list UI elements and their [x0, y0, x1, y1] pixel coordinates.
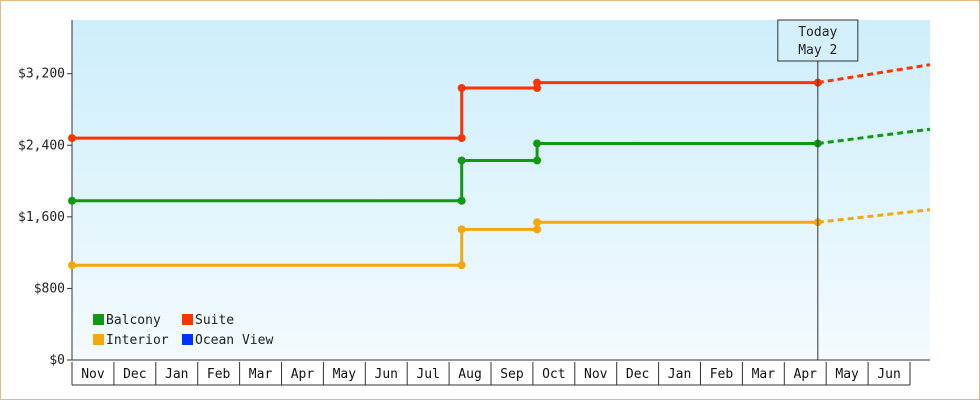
y-tick-label: $800: [34, 281, 65, 296]
data-point: [68, 261, 76, 270]
legend-swatch-balcony: [93, 314, 104, 325]
data-point: [457, 156, 466, 165]
plot-area: [72, 20, 930, 360]
series-forecast-interior: [817, 208, 931, 224]
x-tick-label: Dec: [626, 367, 649, 382]
data-point: [533, 78, 542, 87]
x-tick-label: Mar: [752, 367, 776, 382]
legend-swatch-ocean-view: [182, 334, 193, 345]
series-line-suite: [72, 81, 818, 140]
x-tick-label: May: [835, 367, 859, 382]
data-point: [533, 156, 542, 165]
x-tick-label: Feb: [207, 367, 231, 382]
legend-label: Suite: [195, 313, 234, 328]
data-point: [457, 196, 466, 205]
today-label: Today: [798, 25, 837, 40]
x-tick-label: Jan: [165, 367, 188, 382]
x-tick-label: Jun: [877, 367, 900, 382]
x-tick-label: Sep: [500, 367, 524, 382]
data-point: [68, 196, 76, 205]
data-point: [68, 134, 76, 143]
x-tick-label: Jun: [375, 367, 398, 382]
data-point: [457, 225, 466, 234]
y-tick-label: $0: [49, 353, 65, 368]
y-tick-label: $1,600: [18, 210, 65, 225]
x-tick-label: Feb: [710, 367, 734, 382]
series-line-interior: [72, 220, 818, 267]
today-date: May 2: [798, 43, 837, 58]
legend-label: Ocean View: [195, 333, 273, 348]
today-box: [777, 19, 859, 62]
y-tick-label: $2,400: [18, 138, 65, 153]
x-tick-label: Nov: [584, 367, 608, 382]
legend-swatch-suite: [182, 314, 193, 325]
x-tick-label: May: [333, 367, 357, 382]
x-tick-label: Apr: [794, 367, 818, 382]
x-tick-label: Mar: [249, 367, 273, 382]
x-tick-label: Jul: [416, 367, 439, 382]
data-point: [457, 261, 466, 270]
legend-label: Interior: [106, 333, 169, 348]
series-line-balcony: [72, 142, 818, 203]
data-point: [457, 84, 466, 92]
series-forecast-balcony: [817, 127, 931, 145]
x-tick-label: Oct: [542, 367, 565, 382]
legend-swatch-interior: [93, 334, 104, 345]
y-tick-label: $3,200: [18, 67, 65, 82]
data-point: [533, 225, 542, 234]
x-tick-label: Aug: [458, 367, 481, 382]
x-tick-label: Jan: [668, 367, 691, 382]
series-forecast-suite: [817, 63, 931, 85]
data-point: [533, 139, 542, 148]
data-point: [533, 218, 542, 227]
x-tick-label: Nov: [81, 367, 105, 382]
x-tick-label: Apr: [291, 367, 315, 382]
data-point: [457, 134, 466, 143]
legend-label: Balcony: [106, 313, 161, 328]
x-tick-label: Dec: [123, 367, 146, 382]
